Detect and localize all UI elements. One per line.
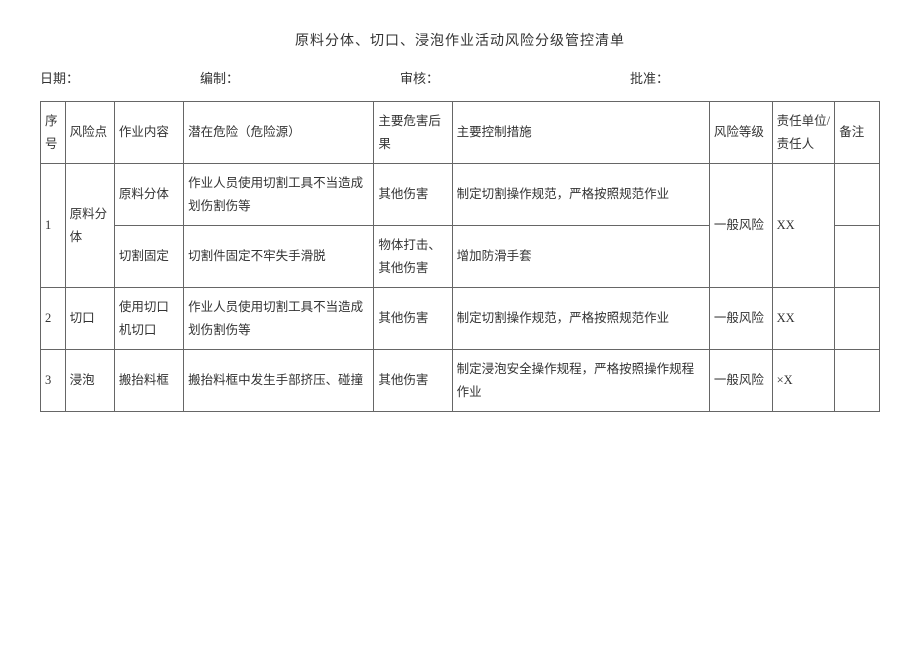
cell-consequence: 其他伤害 [374,164,452,226]
cell-risk-point: 切口 [65,288,114,350]
cell-remark [835,226,880,288]
meta-date-label: 日期： [40,68,79,87]
cell-responsible: XX [772,164,835,288]
cell-remark [835,350,880,412]
meta-approve-label: 批准： [630,68,669,87]
cell-level: 一般风险 [709,288,772,350]
meta-author-label: 编制： [200,68,239,87]
th-seq: 序号 [41,102,66,164]
cell-seq: 3 [41,350,66,412]
cell-consequence: 其他伤害 [374,350,452,412]
cell-hazard: 作业人员使用切割工具不当造成划伤割伤等 [184,164,374,226]
th-work-content: 作业内容 [114,102,183,164]
cell-risk-point: 浸泡 [65,350,114,412]
cell-hazard: 搬抬料框中发生手部挤压、碰撞 [184,350,374,412]
cell-measure: 制定切割操作规范，严格按照规范作业 [452,288,709,350]
cell-work-content: 原料分体 [114,164,183,226]
th-measure: 主要控制措施 [452,102,709,164]
table-row: 1 原料分体 原料分体 作业人员使用切割工具不当造成划伤割伤等 其他伤害 制定切… [41,164,880,226]
cell-risk-point: 原料分体 [65,164,114,288]
th-risk-point: 风险点 [65,102,114,164]
cell-level: 一般风险 [709,350,772,412]
cell-seq: 1 [41,164,66,288]
cell-consequence: 其他伤害 [374,288,452,350]
cell-level: 一般风险 [709,164,772,288]
cell-hazard: 作业人员使用切割工具不当造成划伤割伤等 [184,288,374,350]
cell-responsible: ×X [772,350,835,412]
table-row: 3 浸泡 搬抬料框 搬抬料框中发生手部挤压、碰撞 其他伤害 制定浸泡安全操作规程… [41,350,880,412]
cell-remark [835,164,880,226]
cell-measure: 制定浸泡安全操作规程，严格按照操作规程作业 [452,350,709,412]
th-responsible: 责任单位/责任人 [772,102,835,164]
cell-remark [835,288,880,350]
meta-review: 审核： [400,68,630,87]
cell-measure: 增加防滑手套 [452,226,709,288]
cell-consequence: 物体打击、其他伤害 [374,226,452,288]
th-remark: 备注 [835,102,880,164]
th-hazard: 潜在危险（危险源） [184,102,374,164]
meta-review-label: 审核： [400,68,439,87]
th-level: 风险等级 [709,102,772,164]
meta-row: 日期： 编制： 审核： 批准： [40,68,880,87]
table-header-row: 序号 风险点 作业内容 潜在危险（危险源） 主要危害后果 主要控制措施 风险等级… [41,102,880,164]
meta-date: 日期： [40,68,200,87]
cell-hazard: 切割件固定不牢失手滑脱 [184,226,374,288]
cell-work-content: 切割固定 [114,226,183,288]
cell-work-content: 搬抬料框 [114,350,183,412]
cell-seq: 2 [41,288,66,350]
risk-table: 序号 风险点 作业内容 潜在危险（危险源） 主要危害后果 主要控制措施 风险等级… [40,101,880,412]
cell-work-content: 使用切口机切口 [114,288,183,350]
meta-author: 编制： [200,68,400,87]
table-row: 2 切口 使用切口机切口 作业人员使用切割工具不当造成划伤割伤等 其他伤害 制定… [41,288,880,350]
document-title: 原料分体、切口、浸泡作业活动风险分级管控清单 [40,30,880,50]
cell-responsible: XX [772,288,835,350]
cell-measure: 制定切割操作规范，严格按照规范作业 [452,164,709,226]
th-consequence: 主要危害后果 [374,102,452,164]
meta-approve: 批准： [630,68,880,87]
